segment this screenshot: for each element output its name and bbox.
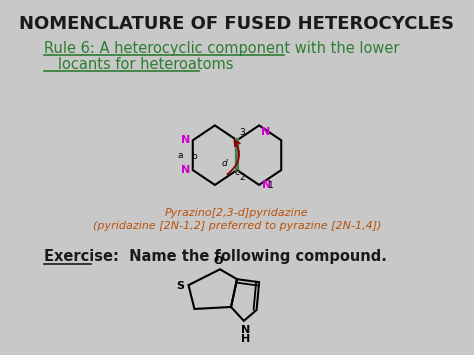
Text: c: c [235, 168, 239, 177]
Text: 3: 3 [239, 128, 246, 137]
Text: NOMENCLATURE OF FUSED HETEROCYCLES: NOMENCLATURE OF FUSED HETEROCYCLES [19, 15, 455, 33]
Text: 2: 2 [239, 173, 245, 182]
Text: Pyrazino[2,3-d]pyridazine: Pyrazino[2,3-d]pyridazine [165, 208, 309, 218]
Text: Exercise:  Name the following compound.: Exercise: Name the following compound. [44, 250, 387, 264]
Text: N: N [262, 180, 271, 190]
Text: N: N [241, 325, 250, 335]
Text: a: a [177, 151, 182, 160]
Text: (pyridazine [2N-1,2] preferred to pyrazine [2N-1,4]): (pyridazine [2N-1,2] preferred to pyrazi… [93, 221, 381, 231]
Text: S: S [176, 281, 184, 291]
Text: N: N [261, 127, 270, 137]
Text: Rule 6: A heterocyclic component with the lower: Rule 6: A heterocyclic component with th… [44, 41, 399, 56]
Text: d: d [221, 159, 227, 168]
Text: N: N [181, 135, 190, 145]
Text: b: b [191, 152, 197, 161]
Text: locants for heteroatoms: locants for heteroatoms [44, 57, 233, 72]
Text: 1: 1 [268, 181, 273, 190]
Text: O: O [214, 256, 223, 266]
Text: H: H [241, 334, 250, 344]
Text: N: N [181, 165, 190, 175]
